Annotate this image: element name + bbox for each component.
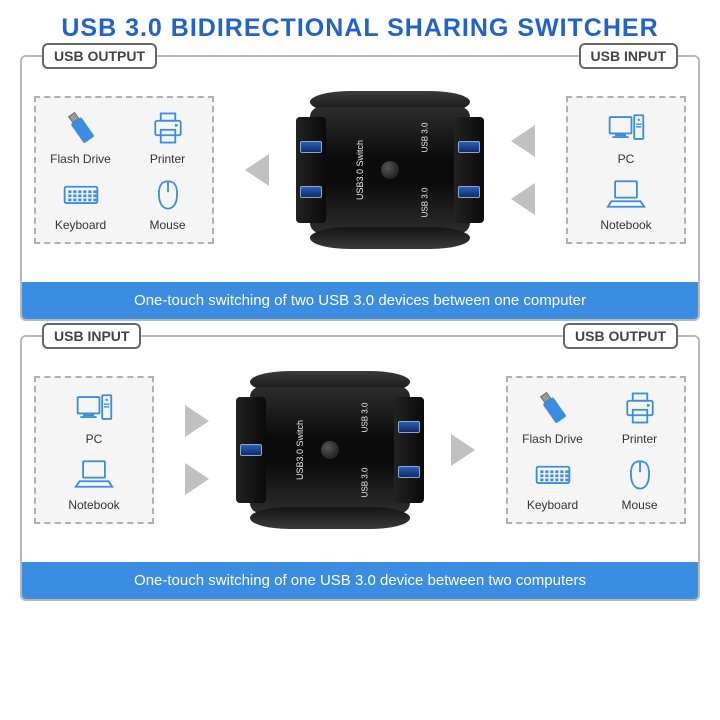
flow-arrows xyxy=(245,154,269,186)
pc-icon: PC xyxy=(604,108,648,166)
usb-port-icon xyxy=(458,141,480,153)
usb-port-icon xyxy=(398,421,420,433)
device-group: Flash Drive Printer Keyboard Mouse xyxy=(34,96,214,244)
usb-switch-device: USB3.0 Switch USB 3.0USB 3.0 xyxy=(300,95,480,245)
flash-icon: Flash Drive xyxy=(522,388,583,446)
mouse-icon: Mouse xyxy=(618,454,662,512)
mouse-icon: Mouse xyxy=(146,174,190,232)
usb-port-icon xyxy=(300,186,322,198)
pill-right: USB OUTPUT xyxy=(563,323,678,349)
device-group: PC Notebook xyxy=(34,376,154,524)
switch-button-icon xyxy=(381,161,399,179)
usb-switch-device: USB3.0 Switch USB 3.0USB 3.0 xyxy=(240,375,420,525)
usb-port-icon xyxy=(398,466,420,478)
keyboard-icon: Keyboard xyxy=(55,174,106,232)
device-group: Flash Drive Printer Keyboard Mouse xyxy=(506,376,686,524)
pc-icon: PC xyxy=(72,388,116,446)
printer-icon: Printer xyxy=(618,388,662,446)
pill-left: USB OUTPUT xyxy=(42,43,157,69)
switch-button-icon xyxy=(321,441,339,459)
flow-arrows xyxy=(451,434,475,466)
flow-arrows xyxy=(511,125,535,215)
flash-icon: Flash Drive xyxy=(50,108,111,166)
caption: One-touch switching of two USB 3.0 devic… xyxy=(22,282,698,319)
pill-left: USB INPUT xyxy=(42,323,141,349)
pill-right: USB INPUT xyxy=(579,43,678,69)
flow-arrows xyxy=(185,405,209,495)
printer-icon: Printer xyxy=(146,108,190,166)
page-title: USB 3.0 BIDIRECTIONAL SHARING SWITCHER xyxy=(20,14,700,43)
notebook-icon: Notebook xyxy=(68,454,119,512)
caption: One-touch switching of one USB 3.0 devic… xyxy=(22,562,698,599)
device-group: PC Notebook xyxy=(566,96,686,244)
section-mode-2: USB INPUT USB OUTPUT PCNotebook USB3.0 S… xyxy=(20,335,700,601)
usb-port-icon xyxy=(300,141,322,153)
notebook-icon: Notebook xyxy=(600,174,651,232)
section-mode-1: USB OUTPUT USB INPUT Flash DrivePrinterK… xyxy=(20,55,700,321)
usb-port-icon xyxy=(240,444,262,456)
keyboard-icon: Keyboard xyxy=(527,454,578,512)
usb-port-icon xyxy=(458,186,480,198)
